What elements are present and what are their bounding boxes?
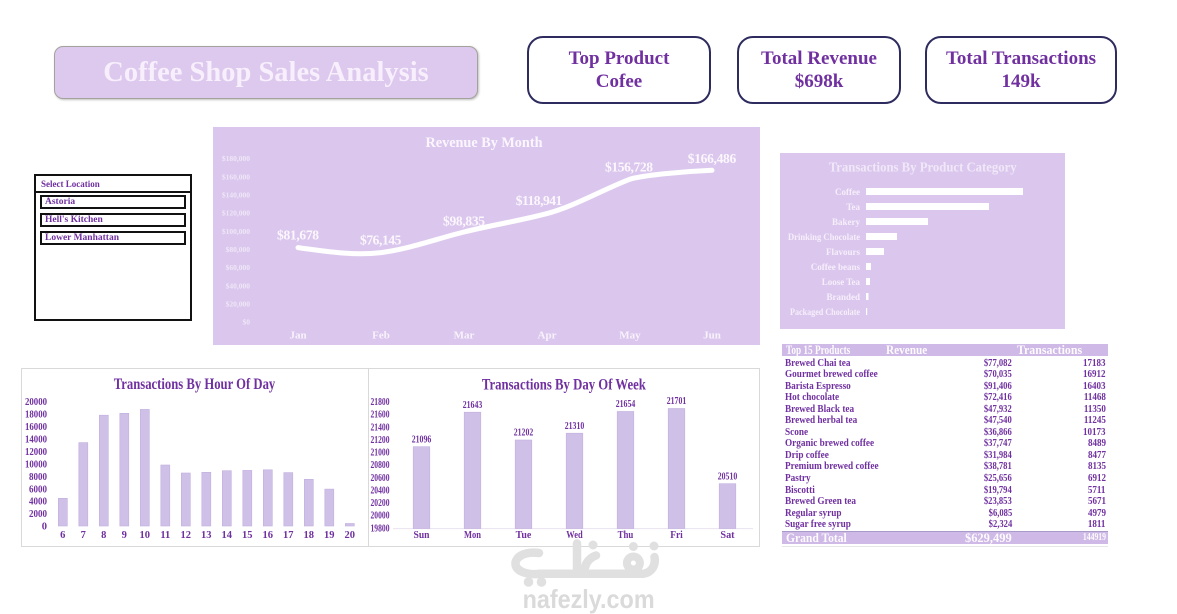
svg-text:$118,941: $118,941 <box>516 193 563 208</box>
svg-text:18000: 18000 <box>25 410 47 421</box>
svg-text:21000: 21000 <box>371 448 390 459</box>
svg-text:9: 9 <box>122 530 127 541</box>
svg-text:Packaged Chocolate: Packaged Chocolate <box>790 307 860 317</box>
svg-text:19800: 19800 <box>371 523 390 534</box>
svg-text:Drinking Chocolate: Drinking Chocolate <box>788 232 860 242</box>
svg-text:Loose Tea: Loose Tea <box>822 277 861 287</box>
svg-text:20000: 20000 <box>371 511 390 522</box>
svg-text:Tea: Tea <box>846 202 860 212</box>
svg-text:11: 11 <box>160 530 170 541</box>
svg-text:12: 12 <box>181 530 192 541</box>
svg-text:Feb: Feb <box>372 329 390 341</box>
svg-text:$80,000: $80,000 <box>226 245 251 254</box>
svg-text:Flavours: Flavours <box>826 247 860 257</box>
svg-text:Sat: Sat <box>720 529 735 541</box>
svg-text:20400: 20400 <box>371 485 390 496</box>
svg-text:20600: 20600 <box>371 473 390 484</box>
svg-text:$156,728: $156,728 <box>605 160 653 175</box>
svg-text:$76,145: $76,145 <box>360 233 402 248</box>
svg-text:21310: 21310 <box>565 421 585 432</box>
svg-text:20200: 20200 <box>371 498 390 509</box>
svg-text:Tue: Tue <box>516 529 532 541</box>
svg-text:Fri: Fri <box>670 529 683 541</box>
svg-text:20510: 20510 <box>718 471 738 482</box>
svg-text:Revenue By Month: Revenue By Month <box>426 135 544 151</box>
svg-text:$98,835: $98,835 <box>443 214 485 229</box>
svg-text:Thu: Thu <box>618 529 634 541</box>
svg-text:Branded: Branded <box>826 292 860 302</box>
svg-text:2000: 2000 <box>29 509 47 520</box>
svg-text:$100,000: $100,000 <box>222 227 250 236</box>
svg-text:8000: 8000 <box>29 472 47 483</box>
svg-text:8: 8 <box>101 530 106 541</box>
svg-text:12000: 12000 <box>25 447 47 458</box>
svg-text:Bakery: Bakery <box>832 217 860 227</box>
svg-text:21701: 21701 <box>667 396 687 407</box>
svg-text:13: 13 <box>201 530 212 541</box>
svg-text:4000: 4000 <box>29 497 47 508</box>
svg-text:Jan: Jan <box>289 329 306 341</box>
svg-text:$160,000: $160,000 <box>222 172 250 181</box>
svg-text:$140,000: $140,000 <box>222 191 250 200</box>
svg-text:7: 7 <box>81 530 86 541</box>
svg-text:19: 19 <box>324 530 335 541</box>
svg-text:17: 17 <box>283 530 294 541</box>
svg-text:$60,000: $60,000 <box>226 263 251 272</box>
svg-text:16: 16 <box>263 530 274 541</box>
svg-text:0: 0 <box>42 522 47 533</box>
svg-text:14: 14 <box>222 530 233 541</box>
svg-text:$81,678: $81,678 <box>277 228 319 243</box>
svg-text:Apr: Apr <box>538 329 557 341</box>
svg-text:Wed: Wed <box>566 529 582 541</box>
svg-text:Sun: Sun <box>414 529 430 541</box>
svg-text:21400: 21400 <box>371 422 390 433</box>
svg-text:$120,000: $120,000 <box>222 209 250 218</box>
svg-text:21654: 21654 <box>616 399 636 410</box>
svg-text:nafezly.com: nafezly.com <box>523 584 655 614</box>
svg-text:21200: 21200 <box>371 435 390 446</box>
svg-text:10: 10 <box>140 530 151 541</box>
svg-text:$40,000: $40,000 <box>226 281 251 290</box>
svg-text:20800: 20800 <box>371 460 390 471</box>
svg-text:Coffee: Coffee <box>835 187 860 197</box>
svg-text:$166,486: $166,486 <box>688 151 737 166</box>
svg-text:21600: 21600 <box>371 410 390 421</box>
svg-text:21096: 21096 <box>412 434 432 445</box>
svg-text:$0: $0 <box>243 318 251 327</box>
svg-text:Transactions By Day Of Week: Transactions By Day Of Week <box>482 377 646 394</box>
svg-text:18: 18 <box>304 530 315 541</box>
svg-text:Transactions By Product Catego: Transactions By Product Category <box>829 160 1017 175</box>
svg-text:14000: 14000 <box>25 435 47 446</box>
svg-text:Mar: Mar <box>454 329 475 341</box>
svg-text:$180,000: $180,000 <box>222 154 250 163</box>
svg-text:15: 15 <box>242 530 253 541</box>
svg-text:20000: 20000 <box>25 397 47 408</box>
svg-text:16000: 16000 <box>25 422 47 433</box>
svg-text:21800: 21800 <box>371 397 390 408</box>
svg-text:Mon: Mon <box>464 529 481 541</box>
svg-text:May: May <box>619 329 641 341</box>
svg-text:20: 20 <box>345 530 356 541</box>
svg-text:6: 6 <box>60 530 65 541</box>
svg-text:Coffee beans: Coffee beans <box>811 262 861 272</box>
svg-text:10000: 10000 <box>25 459 47 470</box>
svg-text:21202: 21202 <box>514 428 534 439</box>
svg-text:Jun: Jun <box>703 329 721 341</box>
svg-text:$20,000: $20,000 <box>226 300 251 309</box>
svg-text:Transactions By Hour Of Day: Transactions By Hour Of Day <box>114 376 276 393</box>
svg-text:21643: 21643 <box>463 400 483 411</box>
svg-text:6000: 6000 <box>29 484 47 495</box>
